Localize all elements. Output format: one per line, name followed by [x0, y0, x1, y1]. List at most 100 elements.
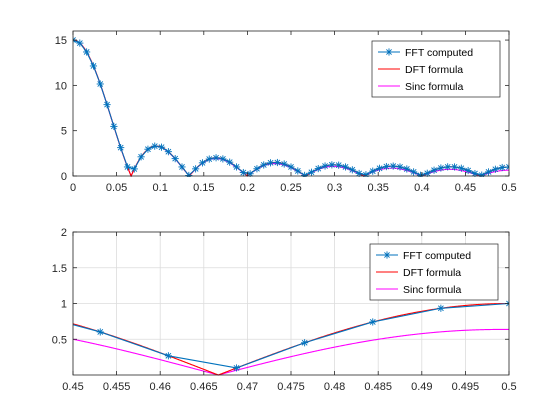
- y-tick-label: 1: [61, 299, 67, 311]
- x-tick-label: 0.2: [240, 182, 255, 194]
- legend-label: FFT computed: [403, 250, 471, 262]
- y-tick-label: 2: [61, 227, 67, 239]
- fft-marker: [383, 251, 391, 259]
- x-tick-label: 0.3: [327, 182, 342, 194]
- fft-marker: [260, 161, 268, 169]
- y-tick-label: 5: [61, 126, 67, 138]
- legend-label: Sinc formula: [405, 81, 464, 93]
- fft-marker: [416, 171, 425, 177]
- x-tick-label: 0.25: [280, 182, 301, 194]
- fft-marker: [444, 163, 452, 171]
- fft-marker: [171, 155, 179, 163]
- fft-marker: [76, 39, 84, 47]
- fft-marker: [273, 158, 281, 167]
- y-tick-label: 1.5: [52, 263, 67, 275]
- x-tick-label: 0.46: [149, 381, 170, 393]
- fft-marker: [239, 168, 247, 177]
- fft-marker: [266, 159, 275, 167]
- fft-marker: [164, 148, 172, 156]
- fft-marker: [341, 163, 350, 171]
- legend: FFT computed DFT formula Sinc formula: [371, 40, 501, 98]
- fft-marker: [185, 171, 193, 177]
- fft-marker: [144, 145, 152, 153]
- fft-marker: [117, 144, 125, 152]
- fft-marker: [164, 352, 172, 360]
- legend: FFT computed DFT formula Sinc formula: [369, 243, 499, 301]
- fft-marker: [301, 339, 309, 347]
- fft-marker: [389, 162, 397, 170]
- fft-marker: [369, 318, 377, 326]
- x-tick-label: 0.35: [367, 182, 388, 194]
- fft-marker: [437, 304, 445, 312]
- fft-marker: [151, 142, 159, 150]
- fft-marker: [198, 159, 207, 167]
- fft-marker: [410, 168, 418, 176]
- fft-marker: [232, 364, 241, 372]
- fft-marker: [83, 48, 91, 56]
- fft-marker: [396, 163, 404, 171]
- legend-label: DFT formula: [405, 64, 463, 76]
- fft-marker: [157, 143, 166, 151]
- fft-computed-line: [73, 302, 509, 369]
- x-tick-label: 0.5: [501, 381, 516, 393]
- x-tick-label: 0.05: [106, 182, 127, 194]
- fft-marker: [192, 165, 200, 173]
- fft-marker: [137, 153, 145, 161]
- fft-marker: [253, 165, 261, 173]
- fft-marker: [437, 164, 445, 172]
- fft-marker: [369, 167, 377, 175]
- fft-marker: [335, 161, 343, 169]
- bottom-axes: 0.45 0.455 0.46 0.465 0.47 0.475 0.48 0.485 0.49…: [52, 227, 517, 393]
- x-tick-label: 0.485: [364, 381, 392, 393]
- sinc-formula-line: [73, 328, 509, 376]
- y-tick-label: 0: [61, 171, 67, 183]
- fft-marker: [280, 160, 288, 168]
- fft-marker: [491, 165, 499, 173]
- x-tick-label: 0.1: [153, 182, 168, 194]
- fft-marker: [484, 168, 493, 176]
- fft-marker: [457, 164, 465, 172]
- fft-marker: [328, 161, 336, 169]
- fft-marker: [348, 166, 356, 174]
- fft-marker: [321, 162, 329, 170]
- legend-label: FFT computed: [405, 47, 473, 59]
- fft-marker: [110, 122, 118, 130]
- legend-label: DFT formula: [403, 267, 461, 279]
- series-group: [73, 36, 509, 177]
- fft-marker: [314, 164, 322, 173]
- fft-marker: [130, 165, 138, 173]
- fft-marker: [375, 164, 384, 172]
- x-tick-label: 0.45: [455, 182, 476, 194]
- fft-marker: [89, 62, 98, 70]
- x-tick-label: 0.15: [193, 182, 214, 194]
- fft-marker: [450, 163, 459, 171]
- fft-marker: [382, 162, 390, 171]
- x-tick-label: 0.5: [501, 182, 516, 194]
- x-tick-label: 0.48: [324, 381, 345, 393]
- fft-marker: [430, 166, 438, 174]
- fft-marker: [294, 167, 302, 175]
- y-tick-label: 10: [55, 80, 67, 92]
- fft-marker: [232, 163, 241, 171]
- x-tick-label: 0.45: [62, 381, 83, 393]
- y-tick-label: 0.5: [52, 334, 67, 346]
- fft-marker: [178, 163, 186, 171]
- fft-marker: [205, 155, 213, 163]
- fft-marker: [123, 163, 132, 171]
- fft-marker: [301, 171, 309, 177]
- fft-marker: [478, 171, 486, 177]
- fft-marker: [212, 154, 220, 162]
- x-tick-label: 0.47: [237, 381, 258, 393]
- top-axes: 0 0.05 0.1 0.15 0.2 0.25 0.3 0.35 0.4 0.45 0.5 0 5 10…: [55, 30, 517, 194]
- fft-marker: [307, 168, 316, 176]
- series-group: [73, 299, 509, 376]
- x-tick-label: 0.4: [414, 182, 429, 194]
- x-tick-label: 0.495: [452, 381, 480, 393]
- x-tick-label: 0: [70, 182, 76, 194]
- x-tick-label: 0.465: [190, 381, 218, 393]
- x-tick-label: 0.49: [411, 381, 432, 393]
- fft-marker: [464, 166, 472, 175]
- fft-marker: [226, 158, 234, 166]
- fft-marker: [498, 163, 506, 172]
